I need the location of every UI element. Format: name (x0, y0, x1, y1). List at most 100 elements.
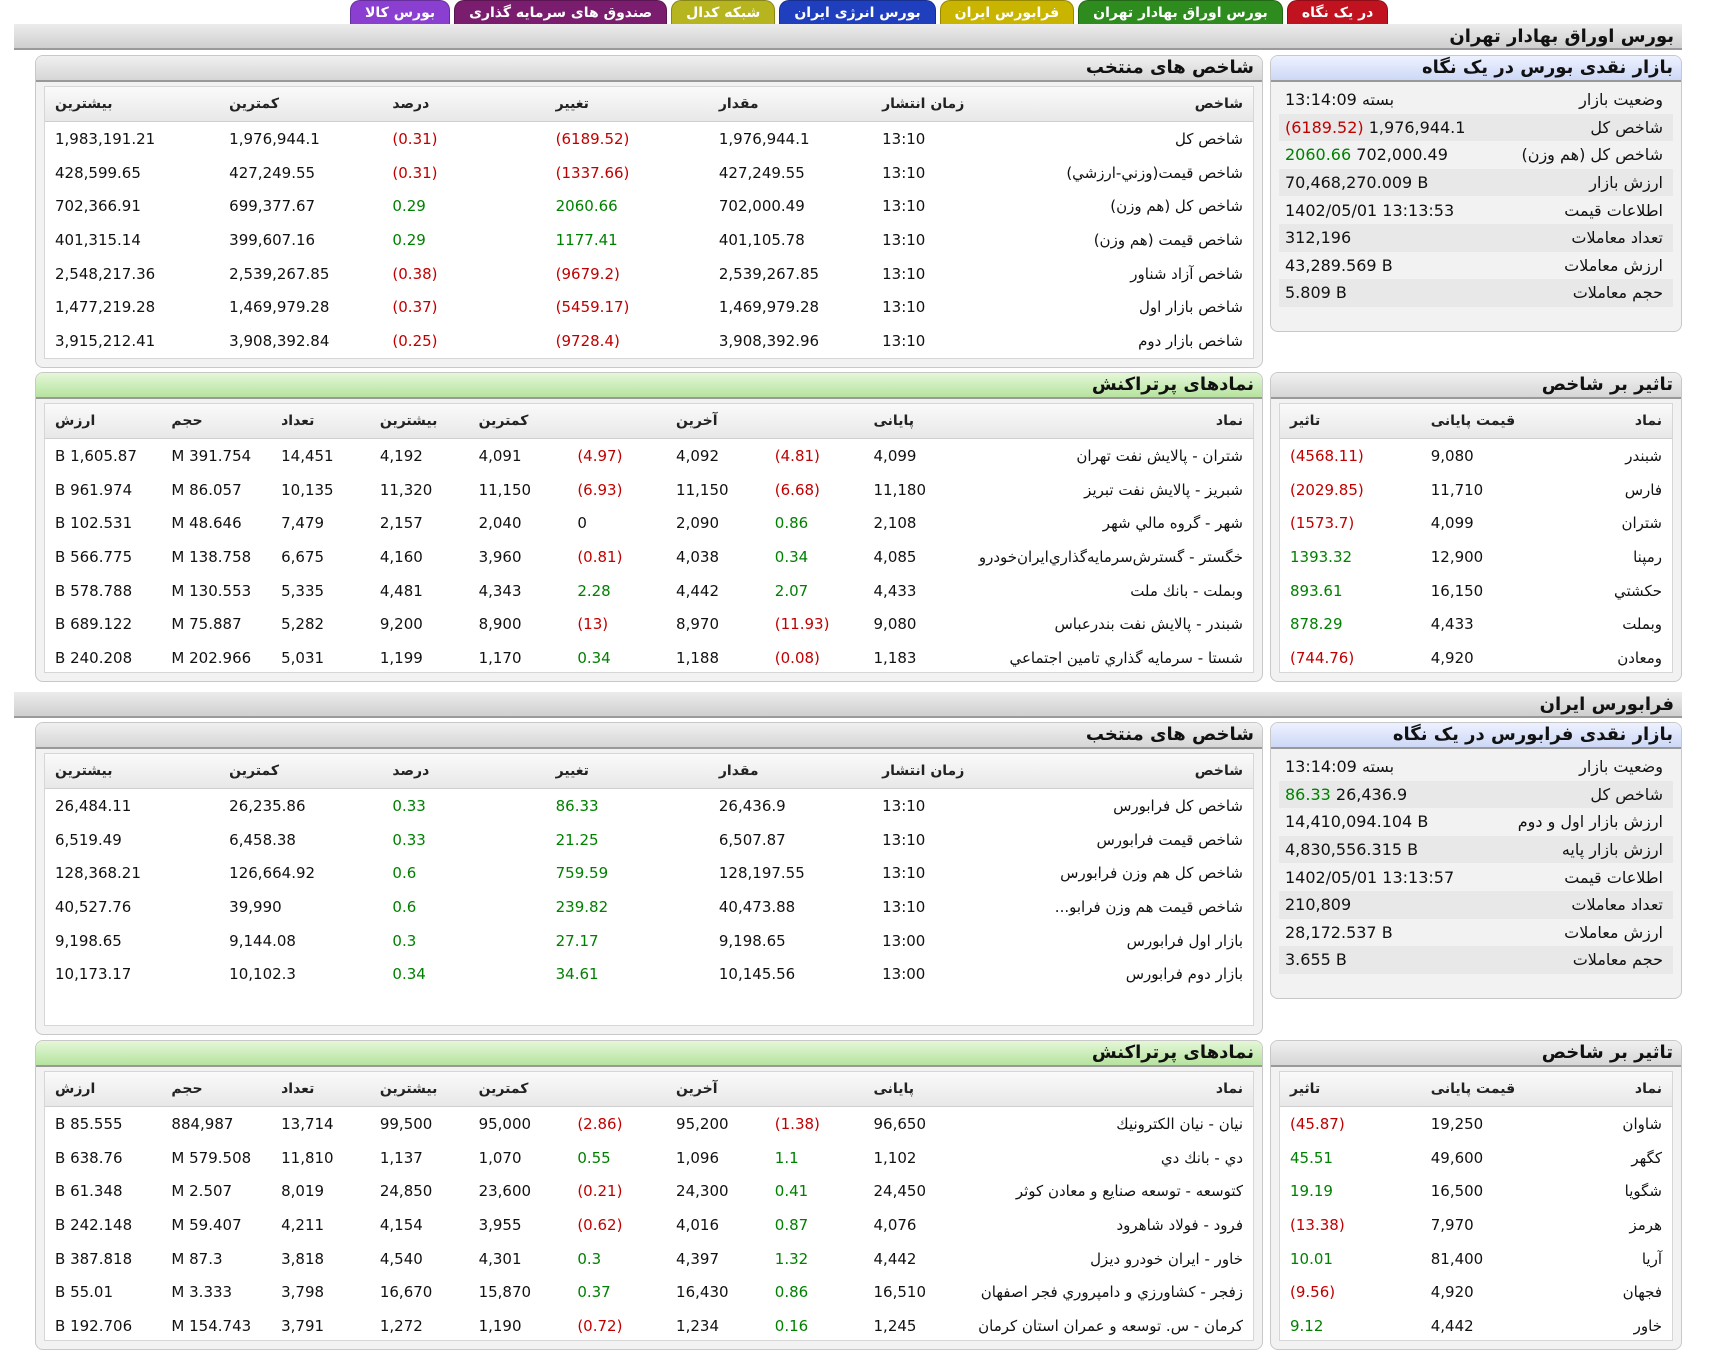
column-header[interactable]: ارزش (45, 404, 162, 439)
table-row[interactable]: حکشتي 16,150 893.61 (1280, 574, 1672, 608)
index-name-cell[interactable]: بازار اول فرابورس (1126, 931, 1243, 950)
table-row[interactable]: شاخص کل (هم وزن) 13:10 702,000.49 2060.66 0.… (45, 189, 1253, 223)
column-header[interactable]: بیشترین (45, 754, 220, 789)
table-row[interactable]: خاور - ايران خودرو ديزل 4,442 1.32 4,397 0.3… (45, 1242, 1253, 1276)
index-name-cell[interactable]: شاخص بازار اول (1138, 298, 1243, 317)
table-row[interactable]: دي - بانك دي 1,102 1.1 1,096 0.55 1,070 1,137 1… (45, 1141, 1253, 1175)
column-header[interactable]: بیشترین (369, 404, 469, 439)
symbol-cell[interactable]: حکشتي (1614, 581, 1662, 600)
column-header[interactable]: قیمت پایانی (1420, 1072, 1552, 1107)
tab-5[interactable]: صندوق های سرمایه گذاری (454, 0, 668, 25)
symbol-cell[interactable]: کگهر (1631, 1148, 1662, 1167)
symbol-cell[interactable]: آریا (1641, 1249, 1662, 1268)
table-row[interactable]: شگویا 16,500 19.19 (1280, 1174, 1672, 1208)
table-row[interactable]: شاخص آزاد شناور 13:10 2,539,267.85 (9679.2)… (45, 257, 1253, 291)
symbol-cell[interactable]: شهر - گروه مالي شهر (1102, 514, 1243, 533)
table-row[interactable]: شاخص کل هم وزن فرابورس 13:10 128,197.55 759… (45, 856, 1253, 890)
column-header[interactable]: درصد (382, 87, 546, 122)
column-header[interactable]: حجم (161, 404, 272, 439)
index-name-cell[interactable]: شاخص کل هم وزن فرابورس (1060, 864, 1243, 883)
table-row[interactable]: شبندر - پالايش نفت بندرعباس 9,080 (11.93) 8… (45, 607, 1253, 641)
table-row[interactable]: فارس 11,710 (2029.85) (1280, 473, 1672, 507)
tab-1[interactable]: بورس اوراق بهادار تهران (1078, 0, 1283, 25)
column-header[interactable]: حجم (161, 1072, 272, 1107)
index-name-cell[interactable]: شاخص قيمت(وزني-ارزشي) (1066, 163, 1243, 182)
column-header[interactable]: پایانی (863, 1072, 963, 1107)
tab-2[interactable]: فرابورس ایران (939, 0, 1075, 25)
column-header[interactable]: درصد (382, 754, 546, 789)
column-header[interactable]: کمترین (219, 754, 383, 789)
tab-3[interactable]: بورس انرژی ایران (779, 0, 936, 25)
tab-4[interactable]: شبکه کدال (671, 0, 776, 25)
index-name-cell[interactable]: شاخص آزاد شناور (1130, 264, 1243, 283)
column-header[interactable]: نماد (1551, 1072, 1672, 1107)
table-row[interactable]: بازار دوم فرابورس 13:00 10,145.56 34.61 0.34… (45, 957, 1253, 991)
symbol-cell[interactable]: شبريز - پالايش نفت تبريز (1084, 480, 1243, 499)
tab-0[interactable]: در یک نگاه (1286, 0, 1389, 25)
index-name-cell[interactable]: شاخص قيمت (هم وزن) (1093, 230, 1243, 249)
column-header[interactable]: ارزش (45, 1072, 162, 1107)
symbol-cell[interactable]: خگستر - گسترش‌سرمايه‌گذاري‌ايران‌خودرو (978, 547, 1243, 566)
index-name-cell[interactable]: شاخص قیمت هم وزن فرابو... (1054, 897, 1243, 916)
table-row[interactable]: زفجر - كشاورزي و دامپروري فجر اصفهان 16,5… (45, 1275, 1253, 1309)
table-row[interactable]: شاوان 19,250 (45.87) (1280, 1107, 1672, 1141)
table-row[interactable]: شتران - پالايش نفت تهران 4,099 (4.81) 4,092… (45, 439, 1253, 473)
column-header[interactable]: تاثیر (1280, 1072, 1421, 1107)
column-header[interactable] (567, 404, 667, 439)
symbol-cell[interactable]: شستا - سرمايه گذاري تامين اجتماعي (1009, 648, 1243, 667)
column-header[interactable]: مقدار (708, 754, 873, 789)
table-row[interactable]: كرمان - س. توسعه و عمران استان كرمان 1,24… (45, 1309, 1253, 1340)
table-row[interactable]: شتران 4,099 (1573.7) (1280, 506, 1672, 540)
index-name-cell[interactable]: شاخص کل (هم وزن) (1110, 197, 1243, 216)
table-row[interactable]: شستا - سرمايه گذاري تامين اجتماعي 1,183 (0… (45, 641, 1253, 672)
column-header[interactable]: قیمت پایانی (1420, 404, 1552, 439)
symbol-cell[interactable]: شتران (1621, 514, 1662, 533)
symbol-cell[interactable]: هرمز (1629, 1215, 1663, 1234)
table-row[interactable]: شاخص بازار دوم 13:10 3,908,392.96 (9728.4) (… (45, 324, 1253, 358)
table-row[interactable]: شاخص قیمت فرابورس 13:10 6,507.87 21.25 0.33 6… (45, 823, 1253, 857)
column-header[interactable]: کمترین (468, 1072, 568, 1107)
table-row[interactable]: رمپنا 12,900 1393.32 (1280, 540, 1672, 574)
table-row[interactable]: شاخص کل فرابورس 13:10 26,436.9 86.33 0.33 26,… (45, 789, 1253, 823)
symbol-cell[interactable]: كتوسعه - توسعه صنايع و معادن كوثر (1015, 1182, 1243, 1201)
symbol-cell[interactable]: شبندر - پالايش نفت بندرعباس (1054, 615, 1244, 634)
column-header[interactable]: تعداد (271, 1072, 370, 1107)
symbol-cell[interactable]: نيان - نيان الكترونيك (1116, 1114, 1243, 1133)
symbol-cell[interactable]: فرود - فولاد شاهرود (1116, 1215, 1244, 1234)
symbol-cell[interactable]: شاوان (1622, 1114, 1662, 1133)
table-row[interactable]: شبندر 9,080 (4568.11) (1280, 439, 1672, 473)
symbol-cell[interactable]: فجهان (1622, 1283, 1662, 1302)
column-header[interactable] (764, 1072, 864, 1107)
table-row[interactable]: شاخص قيمت(وزني-ارزشي) 13:10 427,249.55 (133… (45, 156, 1253, 190)
symbol-cell[interactable]: فارس (1624, 480, 1662, 499)
column-header[interactable]: زمان انتشار (872, 87, 1036, 122)
column-header[interactable]: بیشترین (45, 87, 220, 122)
column-header[interactable]: زمان انتشار (872, 754, 1036, 789)
column-header[interactable]: پایانی (863, 404, 963, 439)
column-header[interactable]: نماد (1551, 404, 1672, 439)
symbol-cell[interactable]: رمپنا (1633, 547, 1662, 566)
table-row[interactable]: وبملت 4,433 878.29 (1280, 607, 1672, 641)
column-header[interactable]: تغییر (545, 754, 709, 789)
table-row[interactable]: وبملت - بانك ملت 4,433 2.07 4,442 2.28 4,343 4… (45, 574, 1253, 608)
table-row[interactable]: خاور 4,442 9.12 (1280, 1309, 1672, 1340)
table-row[interactable]: ومعادن 4,920 (744.76) (1280, 641, 1672, 672)
table-row[interactable]: شهر - گروه مالي شهر 2,108 0.86 2,090 0 2,040 2… (45, 506, 1253, 540)
table-row[interactable]: نيان - نيان الكترونيك 96,650 (1.38) 95,200 (… (45, 1107, 1253, 1141)
column-header[interactable] (764, 404, 864, 439)
symbol-cell[interactable]: خاور (1633, 1316, 1662, 1335)
index-name-cell[interactable]: بازار دوم فرابورس (1125, 965, 1243, 984)
column-header[interactable]: کمترین (219, 87, 383, 122)
table-row[interactable]: خگستر - گسترش‌سرمايه‌گذاري‌ايران‌خودرو 4,… (45, 540, 1253, 574)
index-name-cell[interactable]: شاخص کل (1174, 129, 1243, 148)
symbol-cell[interactable]: شگویا (1624, 1182, 1662, 1201)
table-row[interactable]: آریا 81,400 10.01 (1280, 1242, 1672, 1276)
table-row[interactable]: شاخص بازار اول 13:10 1,469,979.28 (5459.17)… (45, 290, 1253, 324)
table-row[interactable]: شاخص قيمت (هم وزن) 13:10 401,105.78 1177.41… (45, 223, 1253, 257)
column-header[interactable]: مقدار (708, 87, 873, 122)
table-row[interactable]: فجهان 4,920 (9.56) (1280, 1275, 1672, 1309)
symbol-cell[interactable]: شبندر (1625, 446, 1662, 465)
table-row[interactable]: شاخص قیمت هم وزن فرابو... 13:10 40,473.88 2… (45, 890, 1253, 924)
column-header[interactable]: آخرین (666, 1072, 765, 1107)
column-header[interactable] (567, 1072, 667, 1107)
